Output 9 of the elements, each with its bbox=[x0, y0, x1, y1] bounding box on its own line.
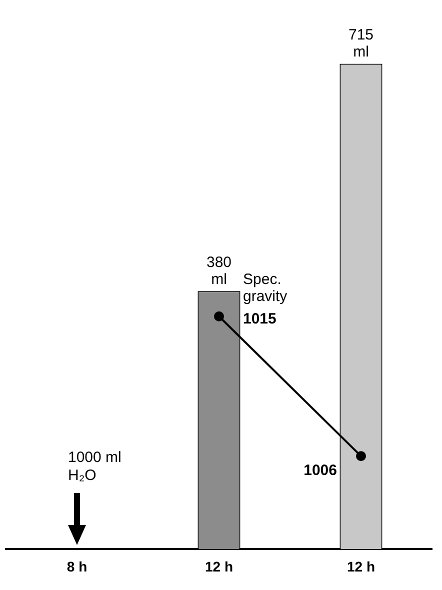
x-tick-label: 12 h bbox=[346, 558, 376, 574]
x-tick-label: 12 h bbox=[204, 558, 234, 574]
series-label: Spec. gravity bbox=[243, 271, 288, 306]
data-label: 1006 bbox=[304, 462, 337, 480]
x-tick-label: 8 h bbox=[66, 558, 88, 574]
data-label: 715 ml bbox=[348, 26, 374, 60]
annotation: 1000 ml H₂O bbox=[68, 449, 122, 486]
data-label: 1015 bbox=[243, 310, 276, 328]
data-label: 380 ml bbox=[206, 254, 232, 288]
